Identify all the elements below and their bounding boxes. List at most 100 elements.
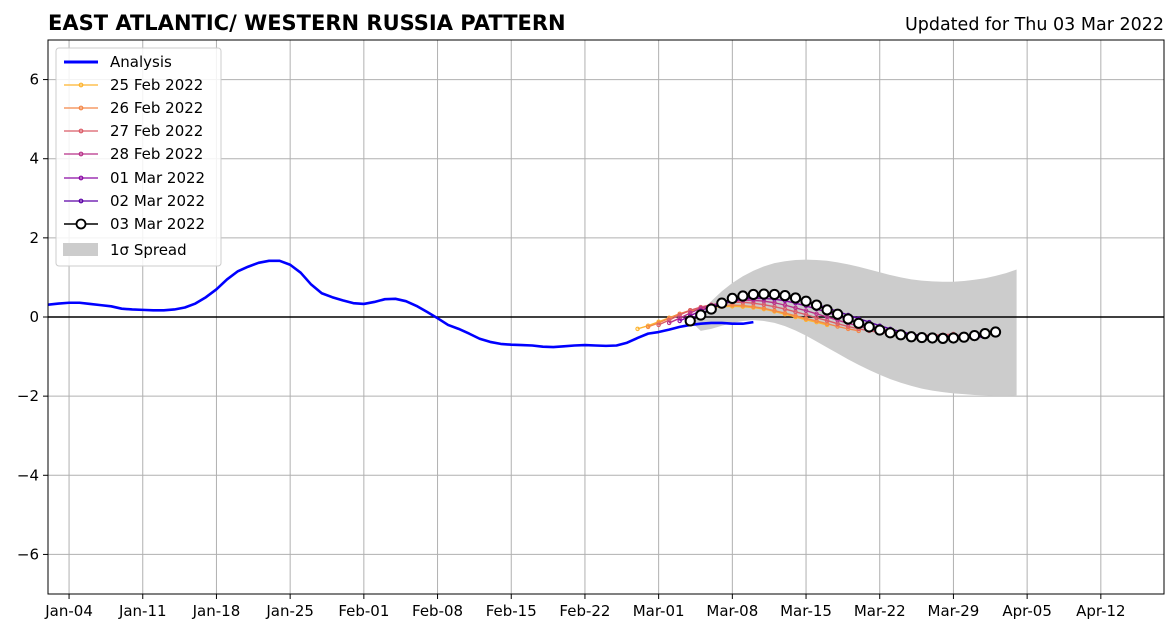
x-tick-label: Jan-25 xyxy=(265,602,314,620)
latest-point xyxy=(905,331,917,343)
latest-point xyxy=(916,331,928,344)
chart-title: EAST ATLANTIC/ WESTERN RUSSIA PATTERN xyxy=(48,11,566,35)
legend-label-latest: 03 Mar 2022 xyxy=(110,215,205,233)
y-tick-label: −2 xyxy=(17,387,39,405)
legend-label-spread: 1σ Spread xyxy=(110,241,187,259)
x-tick-label: Mar-15 xyxy=(780,602,832,620)
latest-point xyxy=(853,317,865,329)
forecast-point xyxy=(666,317,672,323)
y-tick-label: 6 xyxy=(29,71,39,89)
forecast-point xyxy=(772,308,777,313)
forecast-line xyxy=(647,304,859,332)
legend-label-forecast-2: 27 Feb 2022 xyxy=(110,122,203,140)
latest-point xyxy=(779,290,791,302)
latest-point xyxy=(958,331,970,343)
x-tick-label: Mar-08 xyxy=(706,602,758,620)
forecast-point xyxy=(751,300,756,306)
x-tick-label: Feb-08 xyxy=(412,602,463,620)
legend-label-forecast-5: 02 Mar 2022 xyxy=(110,192,205,210)
latest-point xyxy=(884,327,896,339)
legend-swatch-spread xyxy=(63,243,98,256)
forecast-point xyxy=(782,302,788,308)
forecast-point xyxy=(803,308,809,313)
legend-label-forecast-1: 26 Feb 2022 xyxy=(110,99,203,117)
latest-point xyxy=(937,332,949,344)
latest-point xyxy=(947,332,960,344)
latest-point xyxy=(768,288,781,301)
x-tick-label: Feb-01 xyxy=(338,602,389,620)
x-tick-label: Jan-11 xyxy=(118,602,167,620)
forecast-point xyxy=(793,305,798,311)
legend-swatch-latest xyxy=(64,218,98,230)
legend-label-analysis: Analysis xyxy=(110,53,172,71)
latest-point xyxy=(695,309,707,321)
latest-point xyxy=(874,324,886,336)
chart-subtitle: Updated for Thu 03 Mar 2022 xyxy=(905,15,1164,35)
x-tick-label: Jan-18 xyxy=(192,602,241,620)
latest-point xyxy=(979,328,991,340)
y-tick-label: 0 xyxy=(29,308,39,326)
latest-point xyxy=(926,332,938,344)
series-latest xyxy=(684,288,1002,344)
forecast-point xyxy=(793,309,798,315)
latest-point xyxy=(821,304,833,316)
legend-swatch-forecast-0 xyxy=(64,82,98,88)
x-axis-ticks: Jan-04 Jan-11 Jan-18 Jan-25 Feb-01 Feb-08 Feb-… xyxy=(44,594,1126,620)
legend-label-forecast-0: 25 Feb 2022 xyxy=(110,76,203,94)
series-analysis xyxy=(48,259,754,349)
forecast-point xyxy=(793,313,798,319)
latest-point xyxy=(684,315,696,327)
legend-swatch-forecast-1 xyxy=(64,105,98,111)
forecast-point xyxy=(635,326,640,332)
x-tick-label: Mar-29 xyxy=(928,602,980,620)
forecast-point xyxy=(814,315,819,321)
latest-point xyxy=(895,329,907,341)
forecast-point xyxy=(687,308,693,313)
legend-box xyxy=(55,47,222,267)
y-tick-label: −4 xyxy=(17,466,39,484)
legend-label-forecast-3: 28 Feb 2022 xyxy=(110,145,203,163)
latest-point xyxy=(863,321,875,333)
latest-point xyxy=(737,290,749,302)
y-axis-ticks: 6 4 2 0 −2 −4 −6 xyxy=(17,71,48,563)
x-tick-label: Jan-04 xyxy=(44,602,93,620)
x-tick-label: Feb-22 xyxy=(559,602,610,620)
latest-point xyxy=(810,299,823,311)
x-tick-label: Apr-05 xyxy=(1002,602,1052,620)
legend-swatch-forecast-4 xyxy=(64,175,98,181)
latest-point xyxy=(968,329,981,342)
forecast-point xyxy=(835,324,840,329)
latest-point xyxy=(747,288,759,301)
latest-point xyxy=(832,308,844,320)
latest-point xyxy=(842,313,854,325)
forecast-point xyxy=(687,310,693,316)
legend-label-forecast-4: 01 Mar 2022 xyxy=(110,169,205,187)
forecast-point xyxy=(803,312,809,317)
forecast-point xyxy=(677,315,682,321)
x-tick-label: Apr-12 xyxy=(1076,602,1126,620)
legend-swatch-forecast-5 xyxy=(64,198,98,204)
x-tick-label: Mar-01 xyxy=(633,602,685,620)
legend: Analysis 25 Feb 2022 26 Feb 2022 27 Feb … xyxy=(55,47,222,267)
x-tick-label: Feb-15 xyxy=(486,602,537,620)
x-tick-label: Mar-22 xyxy=(854,602,906,620)
forecast-point xyxy=(782,306,788,312)
forecast-point xyxy=(656,322,661,328)
forecast-point xyxy=(814,311,819,317)
latest-point xyxy=(789,292,802,304)
series-lines xyxy=(48,259,1002,349)
latest-point xyxy=(716,297,728,309)
forecast-point xyxy=(677,318,682,324)
legend-swatch-forecast-3 xyxy=(64,151,98,157)
forecast-point xyxy=(666,320,672,326)
y-tick-label: 2 xyxy=(29,229,39,247)
latest-point xyxy=(800,295,812,307)
latest-point xyxy=(758,288,770,300)
forecast-point xyxy=(645,324,651,330)
latest-point xyxy=(705,303,717,315)
y-tick-label: −6 xyxy=(17,545,39,563)
legend-swatch-forecast-2 xyxy=(64,128,98,134)
forecast-point xyxy=(772,304,777,309)
latest-point xyxy=(989,326,1002,338)
